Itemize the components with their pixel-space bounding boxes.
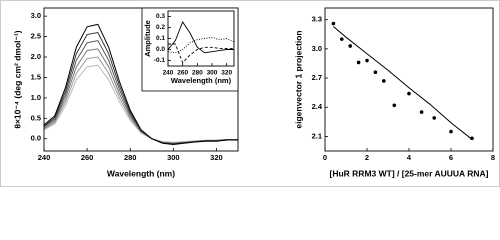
data-point: [365, 58, 369, 63]
y-tick-label: 3.3: [312, 15, 322, 24]
y-tick-label: 2.0: [31, 52, 41, 61]
x-tick-label: 320: [221, 70, 232, 77]
x-tick-label: 300: [167, 153, 180, 162]
x-tick-label: 300: [207, 70, 218, 77]
y-tick-label: 0.3: [156, 13, 165, 20]
figure: 240 260 280 300 3200.00.51.01.52.02.53.0Wave…: [0, 0, 500, 187]
data-point: [419, 110, 424, 114]
x-tick-label: 2: [365, 153, 369, 162]
y-tick-label: 1.0: [31, 93, 41, 102]
y-tick-label: 1.5: [31, 72, 41, 81]
data-point: [331, 21, 336, 26]
data-point: [432, 116, 437, 120]
figure-border: [0, 0, 500, 187]
x-tick-label: 320: [210, 153, 223, 162]
x-tick-label: 240: [38, 153, 51, 162]
data-point: [382, 79, 386, 83]
y-tick-label: 2.7: [312, 73, 322, 82]
y-tick-label: 0.1: [156, 35, 165, 42]
x-tick-label: 0: [323, 153, 327, 162]
y-tick-label: 0.5: [31, 113, 41, 122]
x-axis-label: [HuR RRM3 WT] / [25-mer AUUUA RNA]: [330, 168, 489, 178]
y-tick-label: 0.0: [156, 46, 165, 53]
x-axis-label: Wavelength (nm): [171, 76, 232, 85]
y-axis-label: θ×10⁻⁴ (deg cm² dmol⁻¹): [12, 30, 22, 128]
fit-line: [333, 26, 473, 140]
data-point: [340, 37, 344, 41]
y-tick-label: 3.0: [312, 44, 322, 53]
y-tick-label: 3.0: [31, 11, 41, 20]
y-tick-label: 2.1: [312, 131, 322, 140]
y-tick-label: 0.0: [31, 134, 41, 143]
spectrum-line: [168, 43, 234, 64]
x-tick-label: 240: [163, 70, 174, 77]
x-axis-label: Wavelength (nm): [107, 168, 175, 178]
data-point: [449, 129, 453, 134]
y-tick-label: 0.2: [156, 24, 165, 31]
x-tick-label: 260: [177, 70, 188, 77]
y-tick-label: 2.5: [31, 32, 41, 41]
data-point: [407, 91, 411, 96]
inset-background: [141, 7, 239, 92]
x-tick-label: 280: [124, 153, 137, 162]
y-axis-label: eigenvector 1 projection: [293, 30, 303, 128]
data-point: [373, 70, 378, 75]
data-point: [348, 44, 353, 48]
data-point: [392, 103, 397, 108]
y-tick-label: -0.1: [154, 57, 166, 64]
y-axis-label: Amplitude: [143, 20, 152, 57]
x-tick-label: 280: [192, 70, 203, 77]
x-tick-label: 8: [491, 153, 495, 162]
x-tick-label: 260: [81, 153, 94, 162]
x-tick-label: 4: [407, 153, 412, 162]
spectrum-line: [167, 21, 234, 54]
data-point: [356, 60, 361, 65]
spectrum-line: [43, 23, 238, 145]
x-tick-label: 6: [449, 153, 453, 162]
y-tick-label: 2.4: [312, 102, 323, 111]
